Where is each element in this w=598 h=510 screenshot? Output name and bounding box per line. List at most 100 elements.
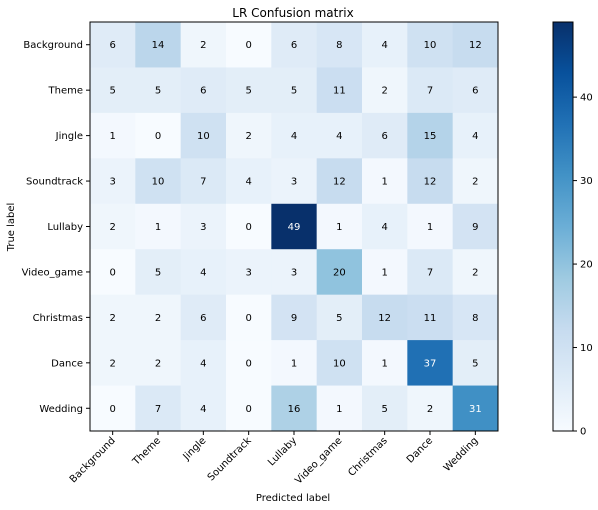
heatmap-cell [271,340,318,387]
cell-value-label: 11 [333,86,346,97]
cell-value-label: 4 [245,177,251,188]
heatmap-cell [271,22,318,68]
cell-value-label: 1 [109,131,115,142]
cell-value-label: 37 [424,358,437,369]
colorbar-tick-label: 30 [580,176,593,187]
cell-value-label: 49 [288,222,301,233]
heatmap-cell [362,385,408,432]
heatmap-cell [362,203,408,250]
heatmap-cell [316,22,363,68]
cell-value-label: 15 [424,131,437,142]
y-axis-label: True label [6,203,17,253]
heatmap-cell [180,385,227,432]
cell-value-label: 0 [109,404,115,415]
heatmap-cell [452,249,499,296]
cell-value-label: 4 [381,222,387,233]
heatmap-cell [316,385,363,432]
heatmap-cell [226,249,272,296]
x-tick-label: Lullaby [266,435,299,468]
heatmap-cell [180,203,227,250]
cell-value-label: 1 [336,404,342,415]
cell-value-label: 5 [155,267,161,278]
heatmap-cell [180,340,227,387]
heatmap-cell [316,294,363,341]
cell-value-label: 2 [472,267,478,278]
heatmap-cell [90,158,136,205]
heatmap-cell [407,340,454,387]
cell-value-label: 3 [291,177,297,188]
colorbar-tick-label: 0 [580,427,586,438]
cell-value-label: 31 [469,404,482,415]
heatmap-cell [226,22,272,68]
y-tick-label: Video_game [22,267,83,278]
heatmap-cell [362,249,408,296]
cell-value-label: 7 [427,86,433,97]
heatmap-cell [452,67,499,114]
heatmap-cell [226,67,272,114]
heatmap-cell [271,249,318,296]
y-tick-labels: Background Theme Jingle Soundtrack Lullaby Vi… [22,40,90,415]
heatmap-cell [407,22,454,68]
cell-value-label: 0 [155,131,161,142]
cell-value-label: 6 [200,313,206,324]
heatmap-cell [407,67,454,114]
heatmap-cell [180,112,227,159]
heatmap-cell [180,158,227,205]
heatmap-cell [452,112,499,159]
heatmap-cell [452,294,499,341]
heatmap-cell [135,67,182,114]
cell-value-label: 0 [245,404,251,415]
cell-value-label: 6 [291,40,297,51]
cell-value-label: 3 [200,222,206,233]
cell-value-label: 5 [472,358,478,369]
heatmap-cell [135,294,182,341]
heatmap-cell [271,294,318,341]
x-tick-label: Theme [130,435,163,468]
heatmap-cell [90,112,136,159]
heatmap-cell [226,112,272,159]
cell-value-label: 0 [245,313,251,324]
cell-value-label: 2 [200,40,206,51]
heatmap-cell [271,203,318,250]
y-tick-label: Background [23,40,83,51]
cell-value-label: 2 [381,86,387,97]
x-tick-label: Background [68,435,118,485]
cell-value-label: 1 [427,222,433,233]
x-tick-label: Dance [405,435,435,465]
cell-value-label: 12 [424,177,437,188]
heatmap-cell [271,158,318,205]
heatmap-cell [452,203,499,250]
cell-value-label: 10 [424,40,437,51]
cell-value-label: 9 [291,313,297,324]
heatmap-cell [271,112,318,159]
cell-value-label: 10 [197,131,210,142]
cell-value-label: 3 [245,267,251,278]
cell-value-label: 4 [472,131,478,142]
cell-value-label: 5 [291,86,297,97]
heatmap-cell [362,340,408,387]
cell-value-label: 4 [381,40,387,51]
cell-value-label: 2 [427,404,433,415]
heatmap-cell [90,340,136,387]
x-axis-label: Predicted label [256,493,330,504]
y-tick-label: Lullaby [47,222,83,233]
cell-value-label: 14 [152,40,165,51]
cell-value-label: 7 [427,267,433,278]
heatmap-cell [226,203,272,250]
heatmap-cell [180,22,227,68]
cell-value-label: 2 [109,222,115,233]
heatmap-cell [135,22,182,68]
heatmap-cell [362,67,408,114]
heatmap-cell [90,22,136,68]
heatmap-cell [180,294,227,341]
heatmap-cell [316,203,363,250]
cell-value-label: 2 [109,358,115,369]
heatmap-cell [90,203,136,250]
cell-value-label: 1 [381,177,387,188]
cell-value-label: 6 [109,40,115,51]
heatmap-cell [90,67,136,114]
heatmap-cell [362,158,408,205]
heatmap-cell [271,67,318,114]
